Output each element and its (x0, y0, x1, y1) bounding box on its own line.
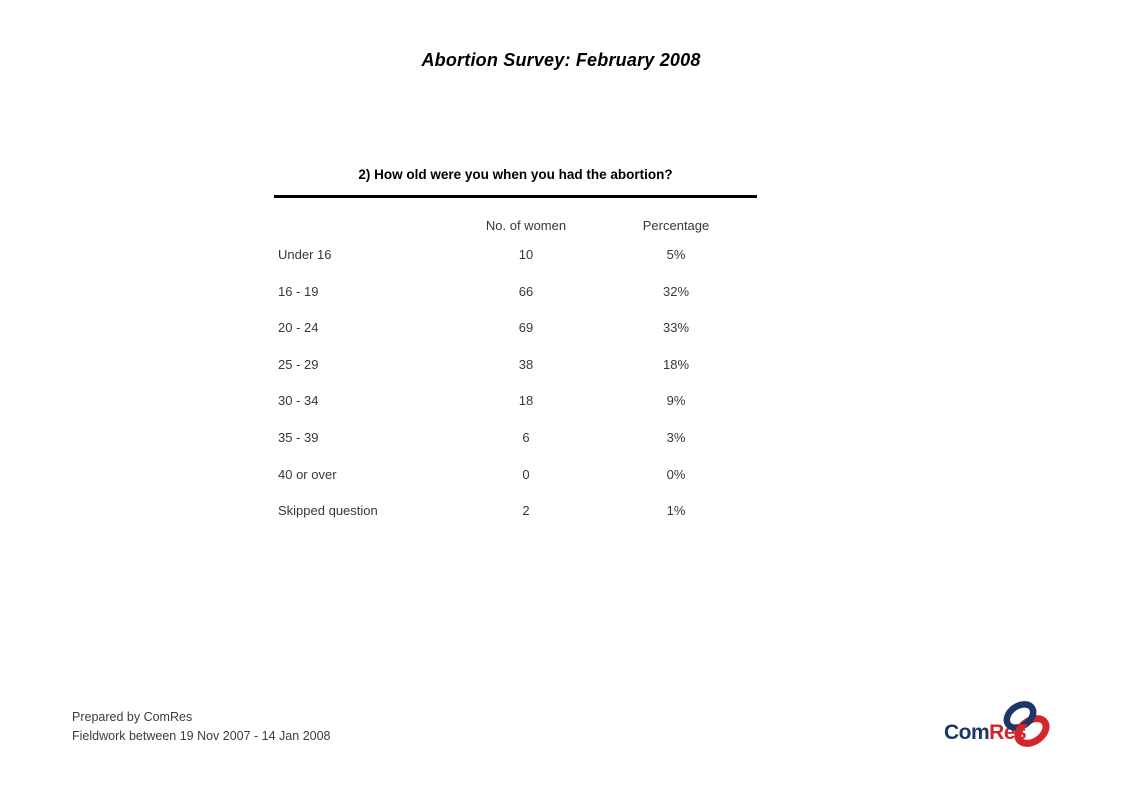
age-range-label: 40 or over (278, 466, 337, 482)
table-row: 16 - 19 66 32% (274, 285, 757, 298)
survey-question-heading: 2) How old were you when you had the abo… (358, 167, 673, 182)
footer: Prepared by ComRes Fieldwork between 19 … (72, 708, 331, 745)
women-count: 0 (522, 466, 530, 482)
age-range-label: 30 - 34 (278, 393, 319, 409)
table-body: Under 16 10 5% 16 - 19 66 32% 20 - 24 69… (274, 248, 757, 541)
column-header-women: No. of women (485, 218, 567, 233)
table-row: 25 - 29 38 18% (274, 358, 757, 371)
percentage-value: 32% (662, 283, 690, 299)
women-count: 6 (522, 429, 530, 445)
women-count: 66 (518, 283, 534, 299)
logo-text-com: Com (944, 721, 990, 744)
percentage-value: 18% (662, 356, 690, 372)
table-row: 35 - 39 6 3% (274, 431, 757, 444)
table-header-row: No. of women Percentage (274, 218, 757, 233)
percentage-value: 1% (666, 503, 686, 519)
comres-logo: ComRes (942, 700, 1056, 756)
age-range-label: 16 - 19 (278, 283, 319, 299)
women-count: 69 (518, 320, 534, 336)
percentage-value: 33% (662, 320, 690, 336)
document-title: Abortion Survey: February 2008 (421, 50, 701, 70)
footer-prepared-by: Prepared by ComRes (72, 710, 193, 724)
age-range-label: Under 16 (278, 247, 332, 262)
age-range-label: Skipped question (278, 503, 378, 519)
column-header-percentage: Percentage (642, 218, 710, 233)
question-underline-rule (274, 195, 757, 198)
women-count: 10 (518, 247, 534, 262)
table-row: 20 - 24 69 33% (274, 321, 757, 334)
age-range-label: 25 - 29 (278, 356, 319, 372)
table-row: Skipped question 2 1% (274, 504, 757, 517)
footer-fieldwork-dates: Fieldwork between 19 Nov 2007 - 14 Jan 2… (72, 728, 331, 743)
table-row: 30 - 34 18 9% (274, 394, 757, 407)
percentage-value: 5% (666, 247, 686, 262)
age-range-label: 20 - 24 (278, 320, 319, 336)
women-count: 38 (518, 356, 534, 372)
women-count: 18 (518, 393, 534, 409)
percentage-value: 3% (666, 429, 686, 445)
table-row: 40 or over 0 0% (274, 468, 757, 481)
interlocking-rings-icon (1003, 701, 1050, 747)
percentage-value: 0% (666, 466, 686, 482)
table-row: Under 16 10 5% (274, 248, 757, 261)
percentage-value: 9% (666, 393, 686, 409)
age-range-label: 35 - 39 (278, 429, 319, 445)
women-count: 2 (522, 503, 530, 519)
